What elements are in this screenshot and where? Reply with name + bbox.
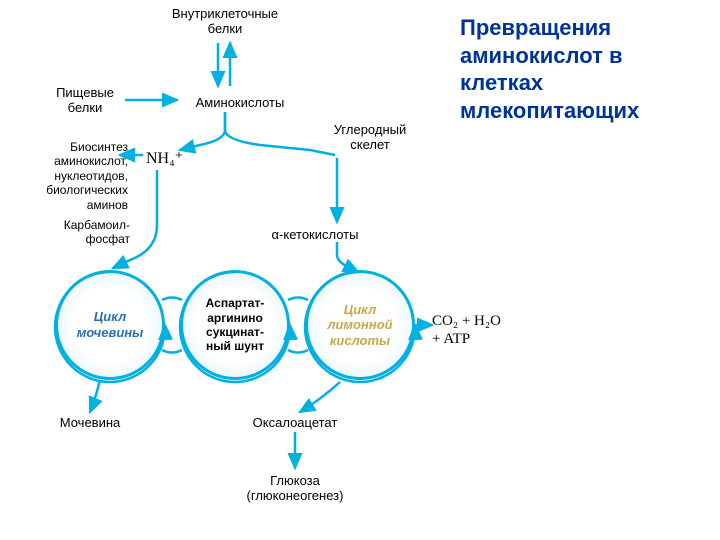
cycle-citric: Цикл лимонной кислоты [305, 270, 415, 380]
label-oxaloacetate: Оксалоацетат [235, 415, 355, 430]
label-carbamoyl: Карбамоил- фосфат [30, 218, 130, 246]
label-carbon-skeleton: Углеродный скелет [310, 122, 430, 152]
cycle-shunt-label: Аспартат- аргинино сукцинат- ный шунт [206, 296, 265, 354]
page-title: Превращения аминокислот в клетках млекоп… [460, 14, 700, 124]
label-nh4: NH₄⁺ [146, 148, 183, 168]
cycle-urea-label: Цикл мочевины [77, 309, 143, 340]
label-intracellular: Внутриклеточные белки [155, 6, 295, 36]
cycle-urea: Цикл мочевины [55, 270, 165, 380]
label-dietary: Пищевые белки [40, 85, 130, 115]
label-co2: CO₂ + H₂O + ATP [432, 312, 501, 348]
cycle-citric-label: Цикл лимонной кислоты [327, 302, 392, 349]
label-glucose: Глюкоза (глюконеогенез) [225, 473, 365, 503]
label-urea: Мочевина [45, 415, 135, 430]
label-aminoacids: Аминокислоты [180, 95, 300, 110]
label-biosynthesis: Биосинтез аминокислот, нуклеотидов, биол… [18, 140, 128, 212]
label-alpha-keto: α-кетокислоты [255, 227, 375, 242]
cycle-shunt: Аспартат- аргинино сукцинат- ный шунт [180, 270, 290, 380]
